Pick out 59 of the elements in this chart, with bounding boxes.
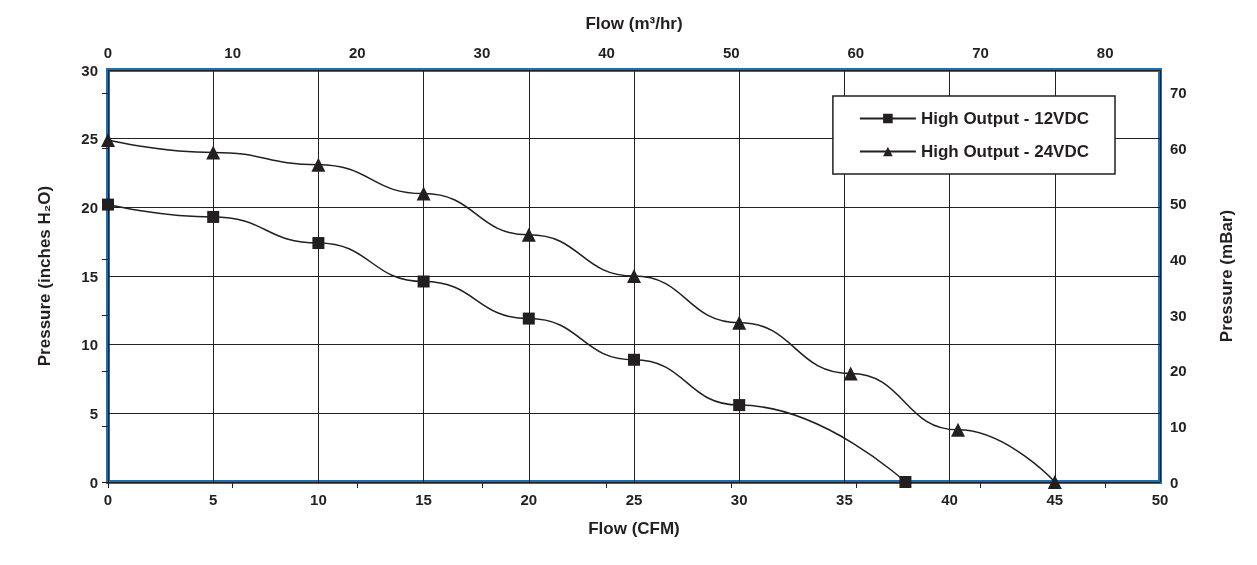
point [311, 157, 326, 172]
y2-tick-label: 10 [1170, 417, 1187, 435]
x2-tick-label: 40 [598, 44, 615, 61]
x-tick-label: 35 [836, 491, 853, 508]
x-tick-label: 25 [625, 491, 643, 508]
x-tick-label: 30 [730, 491, 748, 508]
point [416, 186, 431, 201]
point [522, 312, 535, 325]
point [102, 198, 114, 211]
y2-tick-label: 0 [1170, 473, 1179, 491]
x-tick-label: 5 [209, 491, 218, 508]
y-axis-title: Pressure (inches H₂O) [35, 185, 54, 367]
x2-tick-label: 20 [348, 44, 366, 61]
point [627, 269, 641, 283]
x-tick-label: 20 [520, 491, 538, 508]
x2-tick-label: 30 [473, 44, 491, 61]
y2-tick-label: 70 [1170, 84, 1187, 102]
x-tick-label: 10 [310, 491, 327, 508]
point [733, 399, 746, 412]
point [312, 237, 325, 250]
y2-axis-title: Pressure (mBar) [1217, 209, 1236, 343]
x-tick-label: 0 [103, 491, 113, 508]
x-tick-label: 15 [415, 491, 432, 508]
x2-axis-title: Flow (m³/hr) [585, 14, 683, 33]
y2-tick-label: 40 [1170, 251, 1187, 269]
y-tick-label: 15 [81, 267, 98, 285]
point [206, 145, 221, 160]
point [628, 353, 640, 366]
y2-tick-label: 30 [1170, 306, 1187, 324]
y-tick-label: 10 [81, 336, 98, 354]
x-tick-label: 45 [1046, 491, 1064, 508]
point [207, 210, 220, 223]
y-tick-label: 20 [81, 198, 98, 216]
x2-tick-label: 50 [722, 44, 740, 61]
point [951, 422, 966, 437]
y-tick-label: 30 [81, 61, 98, 79]
legend-label: High Output - 12VDC [920, 109, 1090, 128]
x-tick-label: 50 [1151, 491, 1169, 508]
y-tick-label: 5 [89, 404, 98, 422]
x2-tick-label: 60 [847, 44, 865, 61]
x-tick-label: 40 [941, 491, 958, 508]
x2-tick-label: 0 [103, 44, 113, 61]
y2-tick-label: 50 [1170, 195, 1187, 213]
y2-tick-label: 20 [1170, 362, 1187, 380]
x-axis-title: Flow (CFM) [588, 519, 680, 538]
point [1047, 475, 1062, 489]
x2-tick-label: 10 [224, 44, 241, 61]
x2-tick-label: 80 [1096, 44, 1114, 61]
point [843, 366, 858, 381]
legend-label: High Output - 24VDC [920, 142, 1090, 161]
y-tick-label: 0 [89, 473, 98, 491]
point [732, 315, 747, 330]
y2-tick-label: 60 [1170, 139, 1187, 157]
point [521, 227, 536, 242]
x2-tick-label: 70 [972, 44, 989, 61]
point [417, 275, 430, 288]
y-tick-label: 25 [81, 130, 98, 148]
point [899, 476, 912, 488]
point [101, 133, 115, 148]
